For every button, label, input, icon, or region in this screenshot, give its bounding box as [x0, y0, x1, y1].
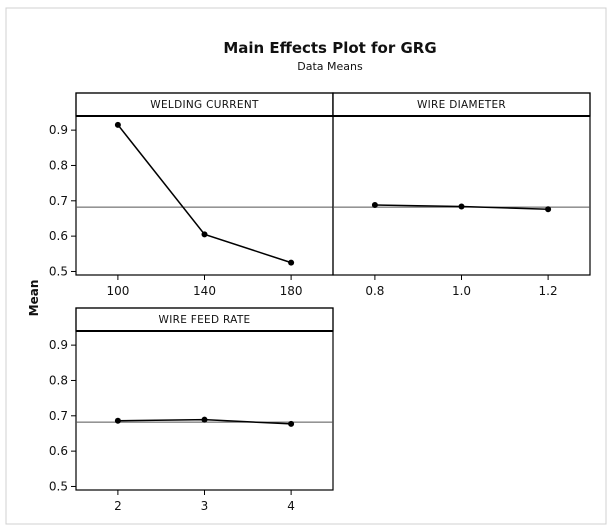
panels-group: WELDING CURRENT 0.5 0.6 0.7 0.8 0.9 100 140 180 W…	[49, 92, 591, 513]
data-point	[458, 203, 465, 210]
panel-wire-diameter: WIRE DIAMETER 0.8 1.0 1.2	[332, 92, 591, 298]
x-tick-label: 140	[193, 284, 216, 298]
panel-strip-label: WELDING CURRENT	[150, 99, 259, 111]
x-tick-label: 1.2	[539, 284, 558, 298]
x-tick-label: 100	[106, 284, 129, 298]
y-tick-label: 0.7	[49, 409, 68, 423]
data-point	[114, 121, 121, 128]
y-tick-label: 0.9	[49, 123, 68, 137]
data-point	[201, 231, 208, 238]
panel-wire-feed-rate: WIRE FEED RATE 0.5 0.6 0.7 0.8 0.9 2 3 4	[49, 307, 334, 513]
data-point	[114, 417, 121, 424]
data-point	[371, 202, 378, 209]
y-tick-label: 0.8	[49, 158, 68, 172]
x-tick-label: 2	[114, 499, 122, 513]
chart-title: Main Effects Plot for GRG	[223, 39, 436, 57]
y-tick-label: 0.6	[49, 229, 68, 243]
chart-border	[5, 7, 607, 525]
data-point	[545, 206, 552, 213]
panel-strip-label: WIRE DIAMETER	[417, 99, 506, 111]
data-point	[201, 416, 208, 423]
y-axis-label: Mean	[27, 280, 41, 317]
y-tick-label: 0.5	[49, 479, 68, 493]
x-tick-label: 180	[280, 284, 303, 298]
data-point	[288, 259, 295, 266]
y-tick-label: 0.9	[49, 338, 68, 352]
chart-subtitle: Data Means	[297, 60, 363, 73]
y-tick-label: 0.8	[49, 373, 68, 387]
data-point	[288, 420, 295, 427]
x-tick-label: 3	[201, 499, 209, 513]
x-tick-label: 1.0	[452, 284, 471, 298]
x-tick-label: 0.8	[365, 284, 384, 298]
panel-strip-label: WIRE FEED RATE	[159, 314, 251, 326]
x-tick-label: 4	[287, 499, 295, 513]
y-tick-label: 0.6	[49, 444, 68, 458]
y-tick-label: 0.7	[49, 194, 68, 208]
y-tick-label: 0.5	[49, 264, 68, 278]
